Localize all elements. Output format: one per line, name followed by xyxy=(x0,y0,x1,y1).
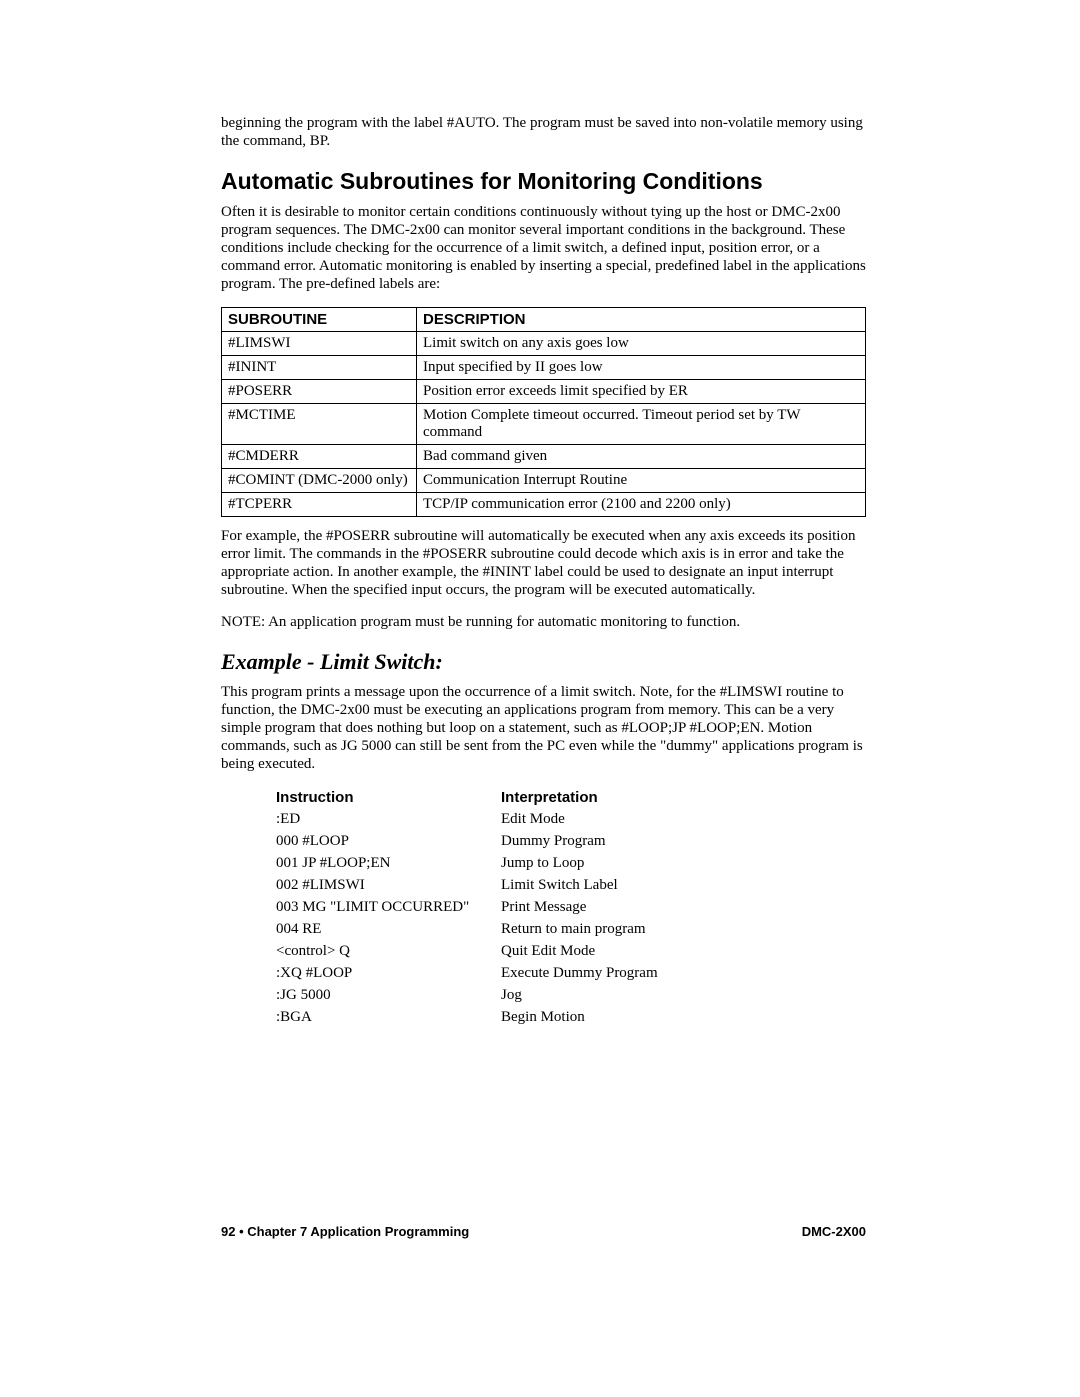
table-row: #LIMSWILimit switch on any axis goes low xyxy=(222,332,866,356)
table-row: #TCPERRTCP/IP communication error (2100 … xyxy=(222,493,866,517)
cell-instruction: 000 #LOOP xyxy=(276,830,501,852)
header-interpretation: Interpretation xyxy=(501,787,658,808)
inst-row: 003 MG "LIMIT OCCURRED"Print Message xyxy=(276,896,658,918)
inst-row: 002 #LIMSWILimit Switch Label xyxy=(276,874,658,896)
cell-sub: #POSERR xyxy=(222,380,417,404)
inst-row: <control> QQuit Edit Mode xyxy=(276,940,658,962)
cell-interpretation: Edit Mode xyxy=(501,808,658,830)
inst-row: 004 REReturn to main program xyxy=(276,918,658,940)
table-row: #CMDERRBad command given xyxy=(222,445,866,469)
cell-desc: Position error exceeds limit specified b… xyxy=(417,380,866,404)
cell-desc: Communication Interrupt Routine xyxy=(417,469,866,493)
cell-interpretation: Execute Dummy Program xyxy=(501,962,658,984)
inst-row: :EDEdit Mode xyxy=(276,808,658,830)
heading-automatic-subroutines: Automatic Subroutines for Monitoring Con… xyxy=(221,168,866,195)
inst-row: :JG 5000Jog xyxy=(276,984,658,1006)
table-row: #COMINT (DMC-2000 only)Communication Int… xyxy=(222,469,866,493)
cell-sub: #ININT xyxy=(222,356,417,380)
cell-sub: #LIMSWI xyxy=(222,332,417,356)
cell-interpretation: Quit Edit Mode xyxy=(501,940,658,962)
inst-row: :BGABegin Motion xyxy=(276,1006,658,1028)
inst-row: 000 #LOOPDummy Program xyxy=(276,830,658,852)
inst-row: 001 JP #LOOP;ENJump to Loop xyxy=(276,852,658,874)
cell-desc: Input specified by II goes low xyxy=(417,356,866,380)
cell-interpretation: Limit Switch Label xyxy=(501,874,658,896)
footer-left: 92 • Chapter 7 Application Programming xyxy=(221,1224,469,1239)
cell-instruction: :ED xyxy=(276,808,501,830)
page-content: beginning the program with the label #AU… xyxy=(221,114,866,1028)
cell-instruction: :BGA xyxy=(276,1006,501,1028)
subroutine-table: SUBROUTINE DESCRIPTION #LIMSWILimit swit… xyxy=(221,307,866,517)
cell-instruction: 004 RE xyxy=(276,918,501,940)
cell-interpretation: Print Message xyxy=(501,896,658,918)
header-description: DESCRIPTION xyxy=(417,308,866,332)
cell-desc: Bad command given xyxy=(417,445,866,469)
instruction-table: Instruction Interpretation :EDEdit Mode … xyxy=(276,787,658,1028)
cell-instruction: <control> Q xyxy=(276,940,501,962)
table-row: #ININTInput specified by II goes low xyxy=(222,356,866,380)
inst-header-row: Instruction Interpretation xyxy=(276,787,658,808)
cell-instruction: :JG 5000 xyxy=(276,984,501,1006)
cell-desc: TCP/IP communication error (2100 and 220… xyxy=(417,493,866,517)
page-footer: 92 • Chapter 7 Application Programming D… xyxy=(221,1224,866,1239)
table-row: #POSERRPosition error exceeds limit spec… xyxy=(222,380,866,404)
cell-sub: #TCPERR xyxy=(222,493,417,517)
heading-example: Example - Limit Switch: xyxy=(221,649,866,675)
cell-instruction: 001 JP #LOOP;EN xyxy=(276,852,501,874)
cell-interpretation: Begin Motion xyxy=(501,1006,658,1028)
cell-interpretation: Jog xyxy=(501,984,658,1006)
cell-desc: Motion Complete timeout occurred. Timeou… xyxy=(417,404,866,445)
example-paragraph: This program prints a message upon the o… xyxy=(221,683,866,773)
intro-paragraph: beginning the program with the label #AU… xyxy=(221,114,866,150)
cell-interpretation: Return to main program xyxy=(501,918,658,940)
cell-sub: #CMDERR xyxy=(222,445,417,469)
cell-interpretation: Dummy Program xyxy=(501,830,658,852)
cell-instruction: :XQ #LOOP xyxy=(276,962,501,984)
cell-interpretation: Jump to Loop xyxy=(501,852,658,874)
header-subroutine: SUBROUTINE xyxy=(222,308,417,332)
note-paragraph: NOTE: An application program must be run… xyxy=(221,613,866,631)
cell-desc: Limit switch on any axis goes low xyxy=(417,332,866,356)
cell-instruction: 002 #LIMSWI xyxy=(276,874,501,896)
table-row: #MCTIMEMotion Complete timeout occurred.… xyxy=(222,404,866,445)
inst-row: :XQ #LOOPExecute Dummy Program xyxy=(276,962,658,984)
cell-sub: #COMINT (DMC-2000 only) xyxy=(222,469,417,493)
table-header-row: SUBROUTINE DESCRIPTION xyxy=(222,308,866,332)
header-instruction: Instruction xyxy=(276,787,501,808)
auto-paragraph: Often it is desirable to monitor certain… xyxy=(221,203,866,293)
after-table-paragraph: For example, the #POSERR subroutine will… xyxy=(221,527,866,599)
cell-instruction: 003 MG "LIMIT OCCURRED" xyxy=(276,896,501,918)
footer-right: DMC-2X00 xyxy=(802,1224,866,1239)
cell-sub: #MCTIME xyxy=(222,404,417,445)
